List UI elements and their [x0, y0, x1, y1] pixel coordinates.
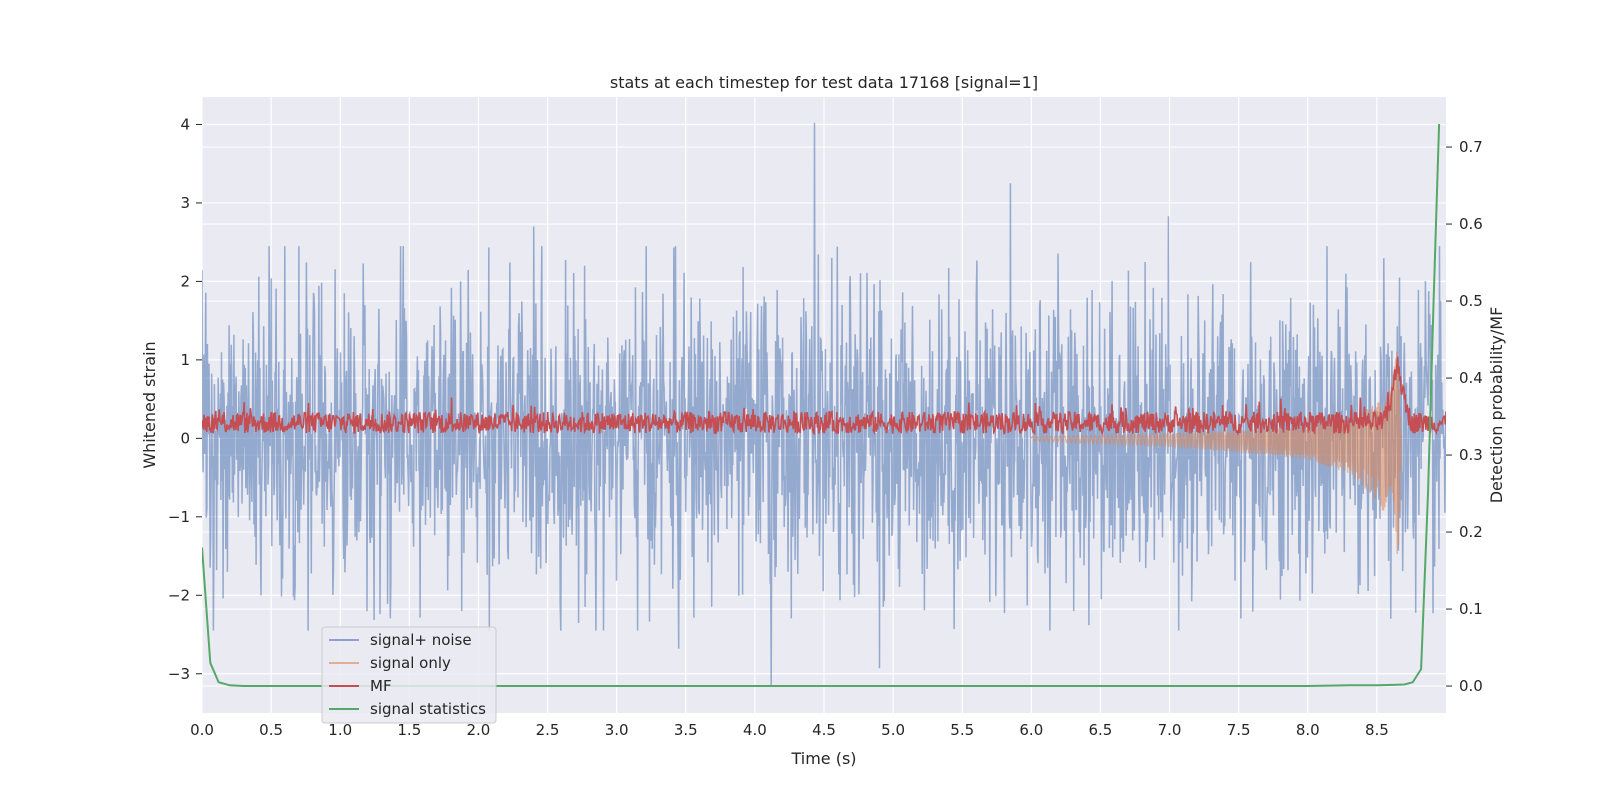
y-right-tick-label: 0.3 — [1459, 446, 1483, 464]
x-tick-label: 6.0 — [1019, 721, 1043, 739]
y-right-axis-ticks: 0.7 0.6 0.5 0.4 0.3 0.2 0.1 0.0 — [1446, 138, 1483, 695]
legend-label-mf: MF — [370, 677, 392, 695]
y-right-tick-label: 0.4 — [1459, 369, 1483, 387]
y-right-tick-label: 0.5 — [1459, 292, 1483, 310]
x-tick-label: 1.5 — [397, 721, 421, 739]
x-tick-label: 8.0 — [1296, 721, 1320, 739]
x-tick-label: 0.0 — [190, 721, 214, 739]
legend: signal+ noise signal only MF signal stat… — [321, 626, 497, 724]
y-right-axis-label: Detection probability/MF — [1487, 307, 1506, 504]
y-right-tick-label: 0.1 — [1459, 600, 1483, 618]
y-tick-label: 3 — [180, 194, 190, 212]
x-tick-label: 7.0 — [1158, 721, 1182, 739]
x-tick-label: 2.0 — [467, 721, 491, 739]
y-tick-label: 0 — [180, 429, 190, 447]
x-axis-ticks: 0.0 0.5 1.0 1.5 2.0 2.5 3.0 3.5 4.0 4.5 5.0 5.5 6.0 6… — [190, 721, 1389, 739]
y-right-tick-label: 0.2 — [1459, 523, 1483, 541]
y-tick-label: 2 — [180, 272, 190, 290]
x-tick-label: 3.5 — [674, 721, 698, 739]
signal-noise-line — [202, 122, 1446, 686]
legend-label-signal-only: signal only — [370, 654, 451, 672]
y-right-tick-label: 0.0 — [1459, 677, 1483, 695]
x-tick-label: 6.5 — [1089, 721, 1113, 739]
y-right-tick-label: 0.7 — [1459, 138, 1483, 156]
x-tick-label: 7.5 — [1227, 721, 1251, 739]
x-axis-label: Time (s) — [790, 749, 856, 768]
x-tick-label: 3.0 — [605, 721, 629, 739]
legend-label-signal-statistics: signal statistics — [370, 700, 486, 718]
y-tick-label: 4 — [180, 115, 190, 133]
plot-area — [202, 122, 1446, 687]
y-tick-label: 1 — [180, 351, 190, 369]
signal-statistics-line — [202, 123, 1441, 687]
x-tick-label: 5.5 — [950, 721, 974, 739]
y-axis-label: Whitened strain — [140, 341, 159, 468]
legend-label-signal-noise: signal+ noise — [370, 631, 472, 649]
y-axis-ticks: 4 3 2 1 0 −1 −2 −3 — [168, 115, 202, 683]
x-tick-label: 8.5 — [1365, 721, 1389, 739]
x-tick-label: 4.5 — [812, 721, 836, 739]
y-tick-label: −3 — [168, 665, 190, 683]
x-tick-label: 1.0 — [328, 721, 352, 739]
signal-only-line — [1030, 351, 1403, 555]
chart-title: stats at each timestep for test data 171… — [610, 73, 1038, 92]
x-tick-label: 5.0 — [881, 721, 905, 739]
y-tick-label: −1 — [168, 508, 190, 526]
y-right-tick-label: 0.6 — [1459, 215, 1483, 233]
x-tick-label: 0.5 — [259, 721, 283, 739]
x-tick-label: 4.0 — [743, 721, 767, 739]
legend-box — [321, 626, 497, 724]
y-tick-label: −2 — [168, 586, 190, 604]
x-tick-label: 2.5 — [536, 721, 560, 739]
mf-line — [202, 356, 1446, 436]
